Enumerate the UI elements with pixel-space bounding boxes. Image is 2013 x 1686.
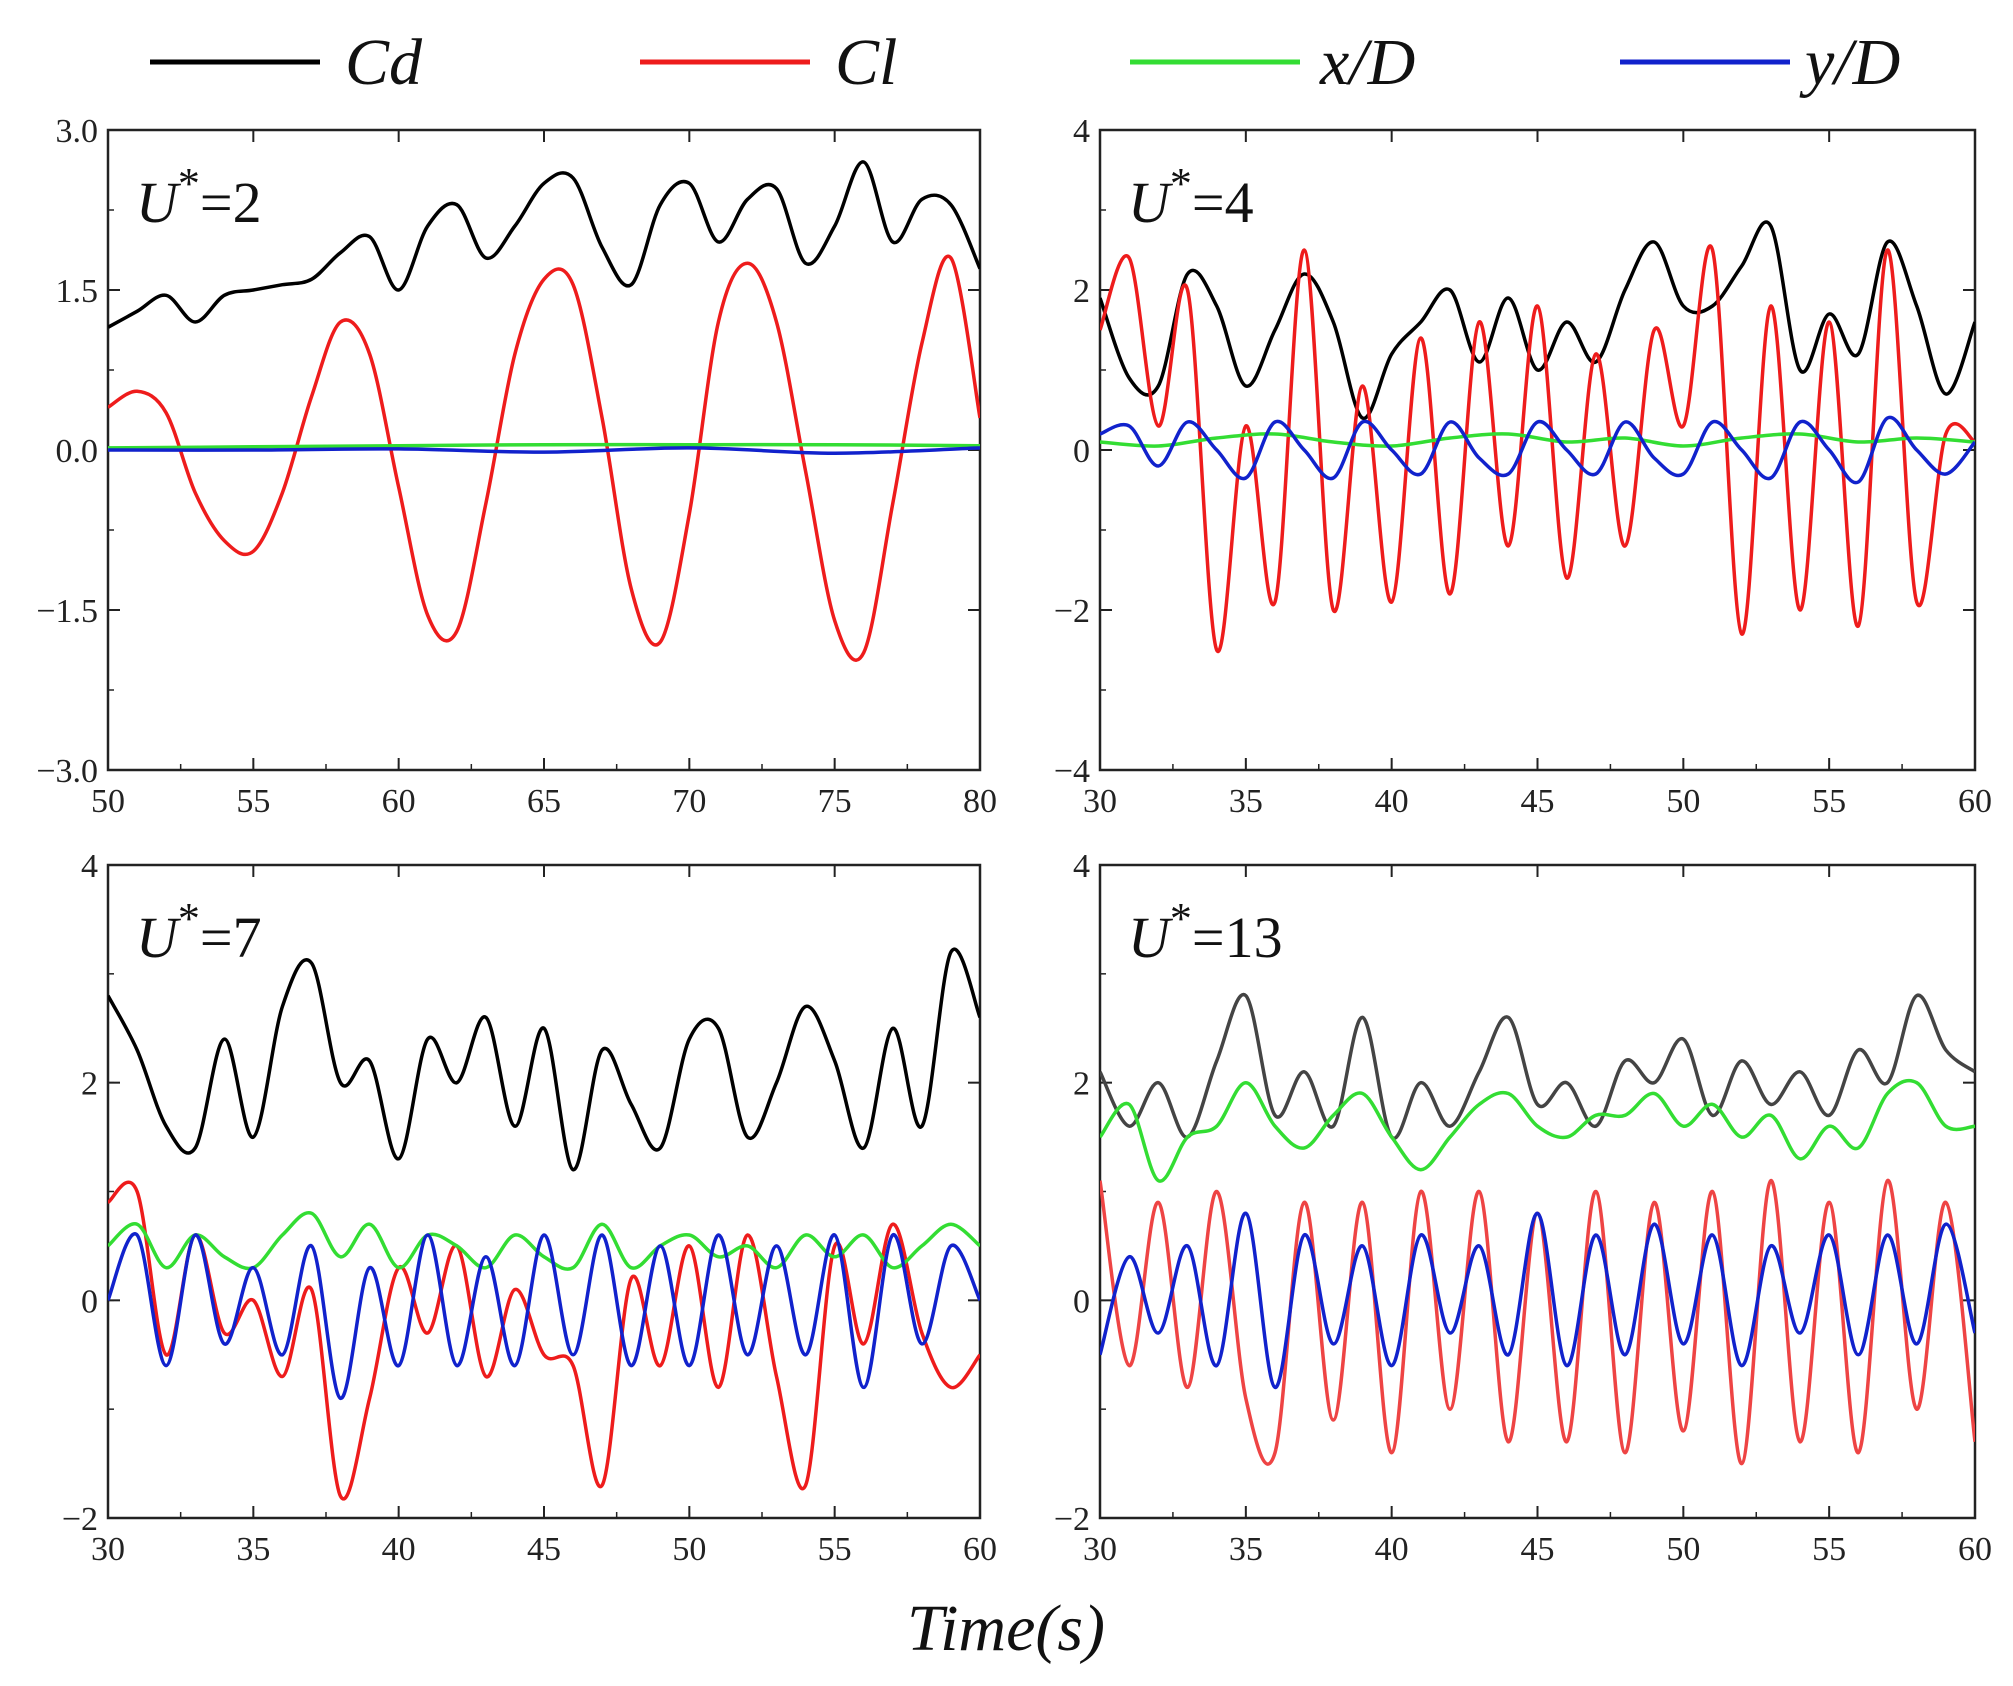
y-tick-label: 2 bbox=[1073, 1066, 1090, 1103]
x-tick-label: 40 bbox=[1375, 783, 1409, 820]
panel-title: U*=13 bbox=[1128, 894, 1283, 970]
y-tick-label: 4 bbox=[81, 848, 98, 885]
x-tick-label: 60 bbox=[382, 783, 416, 820]
y-tick-label: 0 bbox=[1073, 1283, 1090, 1320]
series-line-y-d bbox=[1100, 415, 1975, 485]
y-tick-label: 1.5 bbox=[56, 273, 99, 310]
x-tick-label: 55 bbox=[1812, 1531, 1846, 1568]
x-axis-label: Time(s) bbox=[907, 1592, 1105, 1665]
y-tick-label: 2 bbox=[81, 1066, 98, 1103]
x-tick-label: 80 bbox=[963, 783, 997, 820]
panel-title: U*=7 bbox=[136, 894, 262, 970]
x-tick-label: 50 bbox=[1666, 783, 1700, 820]
panel-title: U*=4 bbox=[1128, 159, 1254, 235]
series-line-cd bbox=[108, 947, 980, 1172]
series-line-cd bbox=[1100, 220, 1975, 420]
x-tick-label: 75 bbox=[818, 783, 852, 820]
x-tick-label: 55 bbox=[236, 783, 270, 820]
panels: 50 55 60 65 70 75 80 −3.0 −1.5 0.0 1.5 3.0 U*=2 30 35 4… bbox=[36, 113, 1992, 1568]
legend-item-y-d: y/D bbox=[1620, 26, 1900, 99]
y-tick-label: 4 bbox=[1073, 113, 1090, 150]
x-tick-label: 60 bbox=[1958, 783, 1992, 820]
series-line-y-d bbox=[108, 446, 980, 455]
x-tick-label: 45 bbox=[1521, 1531, 1555, 1568]
x-tick-label: 35 bbox=[236, 1531, 270, 1568]
x-tick-label: 55 bbox=[1812, 783, 1846, 820]
y-tick-label: 0 bbox=[1073, 433, 1090, 470]
series-line-cl bbox=[108, 1180, 980, 1501]
y-tick-label: −4 bbox=[1054, 753, 1090, 790]
y-tick-label: −1.5 bbox=[36, 593, 98, 630]
x-tick-label: 35 bbox=[1229, 783, 1263, 820]
y-tick-label: 3.0 bbox=[56, 113, 99, 150]
series-line-cd bbox=[108, 160, 980, 329]
x-tick-label: 60 bbox=[1958, 1531, 1992, 1568]
panel-title: U*=2 bbox=[136, 159, 262, 235]
x-tick-label: 45 bbox=[1521, 783, 1555, 820]
y-tick-label: −2 bbox=[1054, 1501, 1090, 1538]
legend-item-cd: Cd bbox=[150, 26, 423, 99]
x-tick-label: 40 bbox=[382, 1531, 416, 1568]
y-tick-label: 4 bbox=[1073, 848, 1090, 885]
y-tick-label: 0.0 bbox=[56, 433, 99, 470]
series-line-y-d bbox=[108, 1232, 980, 1401]
x-tick-label: 70 bbox=[672, 783, 706, 820]
x-tick-label: 65 bbox=[527, 783, 561, 820]
panel-1: 50 55 60 65 70 75 80 −3.0 −1.5 0.0 1.5 3.0 U*=2 bbox=[36, 113, 997, 820]
legend-item-cl: Cl bbox=[640, 26, 897, 99]
panel-3: 30 35 40 45 50 55 60 −2 0 2 4 U*=7 bbox=[62, 848, 997, 1568]
series-line-x-d bbox=[108, 442, 980, 450]
legend-label: x/D bbox=[1319, 26, 1415, 99]
series-line-x-d bbox=[1100, 1078, 1975, 1183]
series-line-cl bbox=[108, 254, 980, 662]
series-line-cl bbox=[1100, 244, 1975, 654]
series-line-x-d bbox=[1100, 432, 1975, 448]
panel-4: 30 35 40 45 50 55 60 −2 0 2 4 U*=13 bbox=[1054, 848, 1992, 1568]
y-tick-label: −2 bbox=[62, 1501, 98, 1538]
panel-2: 30 35 40 45 50 55 60 −4 −2 0 2 4 U*=4 bbox=[1054, 113, 1992, 820]
x-tick-label: 55 bbox=[818, 1531, 852, 1568]
legend-label: Cl bbox=[835, 26, 897, 99]
x-tick-label: 35 bbox=[1229, 1531, 1263, 1568]
y-tick-label: 2 bbox=[1073, 273, 1090, 310]
x-tick-label: 50 bbox=[1666, 1531, 1700, 1568]
x-tick-label: 30 bbox=[1083, 1531, 1117, 1568]
x-tick-label: 60 bbox=[963, 1531, 997, 1568]
series-line-cd bbox=[1100, 992, 1975, 1141]
legend: Cd Cl x/D y/D bbox=[150, 26, 1900, 99]
y-tick-label: 0 bbox=[81, 1283, 98, 1320]
y-tick-label: −2 bbox=[1054, 593, 1090, 630]
x-tick-label: 50 bbox=[91, 783, 125, 820]
legend-label: Cd bbox=[345, 26, 423, 99]
x-tick-label: 30 bbox=[91, 1531, 125, 1568]
x-tick-label: 40 bbox=[1375, 1531, 1409, 1568]
x-tick-label: 45 bbox=[527, 1531, 561, 1568]
series-line-x-d bbox=[108, 1211, 980, 1271]
legend-label: y/D bbox=[1799, 26, 1900, 99]
x-tick-label: 50 bbox=[672, 1531, 706, 1568]
x-tick-label: 30 bbox=[1083, 783, 1117, 820]
legend-item-x-d: x/D bbox=[1130, 26, 1415, 99]
y-tick-label: −3.0 bbox=[36, 753, 98, 790]
series-line-cl bbox=[1100, 1178, 1975, 1466]
series-line-y-d bbox=[1100, 1211, 1975, 1390]
